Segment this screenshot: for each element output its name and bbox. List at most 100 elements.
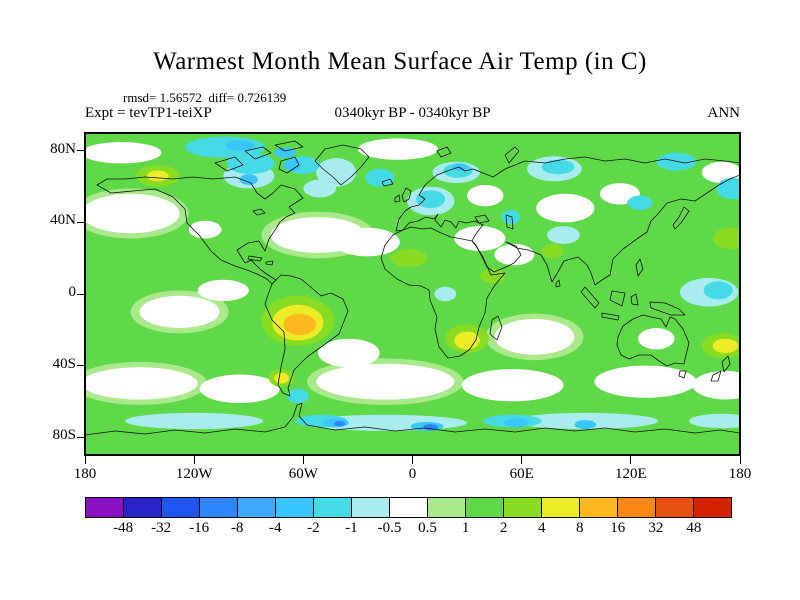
- coastline-new-zealand-south: [710, 370, 722, 382]
- period-label: 0340kyr BP - 0340kyr BP: [334, 105, 491, 121]
- coastline-cuba: [247, 255, 263, 262]
- lon-tick-5: [630, 456, 632, 464]
- colorbar-segment-7: [351, 497, 390, 518]
- coastline-ellesmere: [274, 140, 304, 152]
- lon-label-3: 0: [408, 466, 417, 482]
- coastline-black-sea: [474, 214, 490, 224]
- field-region-northwest-pacific-dateline: [712, 227, 740, 250]
- field-region-amur-region: [627, 195, 653, 210]
- colorbar-segment-10: [465, 497, 504, 518]
- coastline-arctic-island: [244, 146, 272, 160]
- colorbar-segment-6: [313, 497, 352, 518]
- colorbar-tick-label--16: -16: [189, 520, 210, 536]
- coastline-eurasia: [395, 156, 740, 286]
- field-region-southern-ocean-dateline: [692, 370, 740, 400]
- map-frame: [85, 133, 740, 455]
- colorbar-tick-label-2: 2: [499, 520, 508, 536]
- map-plot-area: [84, 132, 741, 456]
- colorbar-segment-2: [161, 497, 200, 518]
- lat-tick-40N: [77, 221, 85, 223]
- coastline-antarctica: [85, 402, 740, 455]
- field-region-peru-basin: [139, 295, 220, 328]
- stats-line: rmsd= 1.56572 diff= 0.726139: [123, 90, 287, 105]
- coastline-greenland: [314, 144, 370, 186]
- lat-tick-80S: [77, 436, 85, 438]
- colorbar-tick-label-4: 4: [537, 520, 546, 536]
- colorbar-segment-9: [427, 497, 466, 518]
- coastline-iceland: [381, 178, 394, 187]
- coastline-philippines: [635, 258, 644, 277]
- colorbar-segment-16: [693, 497, 732, 518]
- world-map-svg: [85, 133, 740, 455]
- field-region-south-america-orange: [283, 313, 317, 336]
- field-region-antarctic-darkblue-2: [334, 421, 346, 427]
- colorbar-tick-label--48: -48: [113, 520, 134, 536]
- field-region-us-southwest: [188, 220, 222, 239]
- lon-label-0: 180: [73, 466, 97, 482]
- lon-label-6: 180: [728, 466, 752, 482]
- field-region-india-spot: [541, 243, 564, 259]
- coastline-borneo: [609, 290, 626, 307]
- season-label: ANN: [707, 105, 741, 121]
- lon-label-1: 120W: [175, 466, 213, 482]
- field-region-antarctic-coast-west: [125, 412, 264, 430]
- coastline-ireland: [394, 194, 401, 203]
- field-region-southern-ocean-indian: [461, 369, 564, 402]
- field-region-east-pacific-equatorial: [197, 279, 249, 302]
- colorbar-segment-1: [123, 497, 162, 518]
- field-region-southern-ocean-pacific: [85, 367, 198, 400]
- coastline-novaya-zemlya: [504, 146, 520, 164]
- field-region-central-indian-ocean: [494, 319, 575, 355]
- field-region-tibet: [547, 226, 580, 244]
- field-region-bering-strait: [701, 161, 740, 184]
- field-region-iceland-region: [365, 168, 395, 187]
- field-region-east-europe: [467, 184, 504, 207]
- field-region-south-greenland: [316, 158, 357, 187]
- coastline-baffin-island: [278, 156, 300, 174]
- colorbar-segment-14: [617, 497, 656, 518]
- field-region-arctic-deep-1: [225, 140, 255, 151]
- field-region-hudson-bay-core: [239, 174, 258, 185]
- colorbar-segment-11: [503, 497, 542, 518]
- coastline-sulawesi: [630, 293, 639, 306]
- field-region-antarctic-blue-4: [574, 420, 597, 430]
- field-region-canadian-arctic: [226, 152, 275, 175]
- coastline-svalbard: [436, 146, 452, 158]
- lon-tick-1: [193, 456, 195, 464]
- coastline-australia: [616, 314, 690, 367]
- field-region-dateline-equator-core: [703, 281, 733, 300]
- field-region-drake-passage: [287, 388, 309, 404]
- colorbar-tick-label--8: -8: [230, 520, 244, 536]
- coastline-hispaniola: [265, 260, 274, 266]
- colorbar-tick-label-16: 16: [610, 520, 626, 536]
- field-region-central-asia: [536, 193, 595, 223]
- coastline-victoria-island: [214, 156, 244, 172]
- lat-label-40S: 40S: [52, 355, 76, 372]
- coastline-sri-lanka: [555, 279, 561, 288]
- colorbar-segments: [85, 497, 732, 518]
- lon-label-2: 60W: [288, 466, 318, 482]
- coastline-java: [601, 312, 620, 321]
- coastlines-layer: [85, 140, 740, 455]
- lon-label-5: 120E: [614, 466, 647, 482]
- coastline-tasmania: [678, 370, 687, 379]
- colorbar: -48 -32 -16 -8 -4 -2 -1 -0.5 0.5 1 2 4 8 16 32 48: [85, 497, 732, 542]
- page-title: Warmest Month Mean Surface Air Temp (in …: [153, 48, 647, 75]
- lon-label-4: 60E: [509, 466, 534, 482]
- field-region-alaska-yellow: [146, 170, 169, 182]
- colorbar-segment-15: [655, 497, 694, 518]
- header-row: Expt = tevTP1-teiXP 0340kyr BP - 0340kyr…: [85, 105, 740, 125]
- colorbar-tick-label--4: -4: [269, 520, 282, 536]
- coastline-japan: [672, 206, 690, 230]
- field-region-north-pacific: [85, 193, 180, 234]
- lon-tick-2: [302, 456, 304, 464]
- field-region-south-pacific-yellow: [712, 338, 739, 354]
- field-region-sahel: [390, 249, 428, 268]
- field-region-baffin-core: [283, 158, 302, 172]
- lat-label-80N: 80N: [50, 140, 76, 157]
- colorbar-segment-3: [199, 497, 238, 518]
- field-region-southern-ocean-australia: [594, 365, 697, 398]
- lon-tick-0: [84, 456, 86, 464]
- coastline-north-america: [96, 176, 304, 285]
